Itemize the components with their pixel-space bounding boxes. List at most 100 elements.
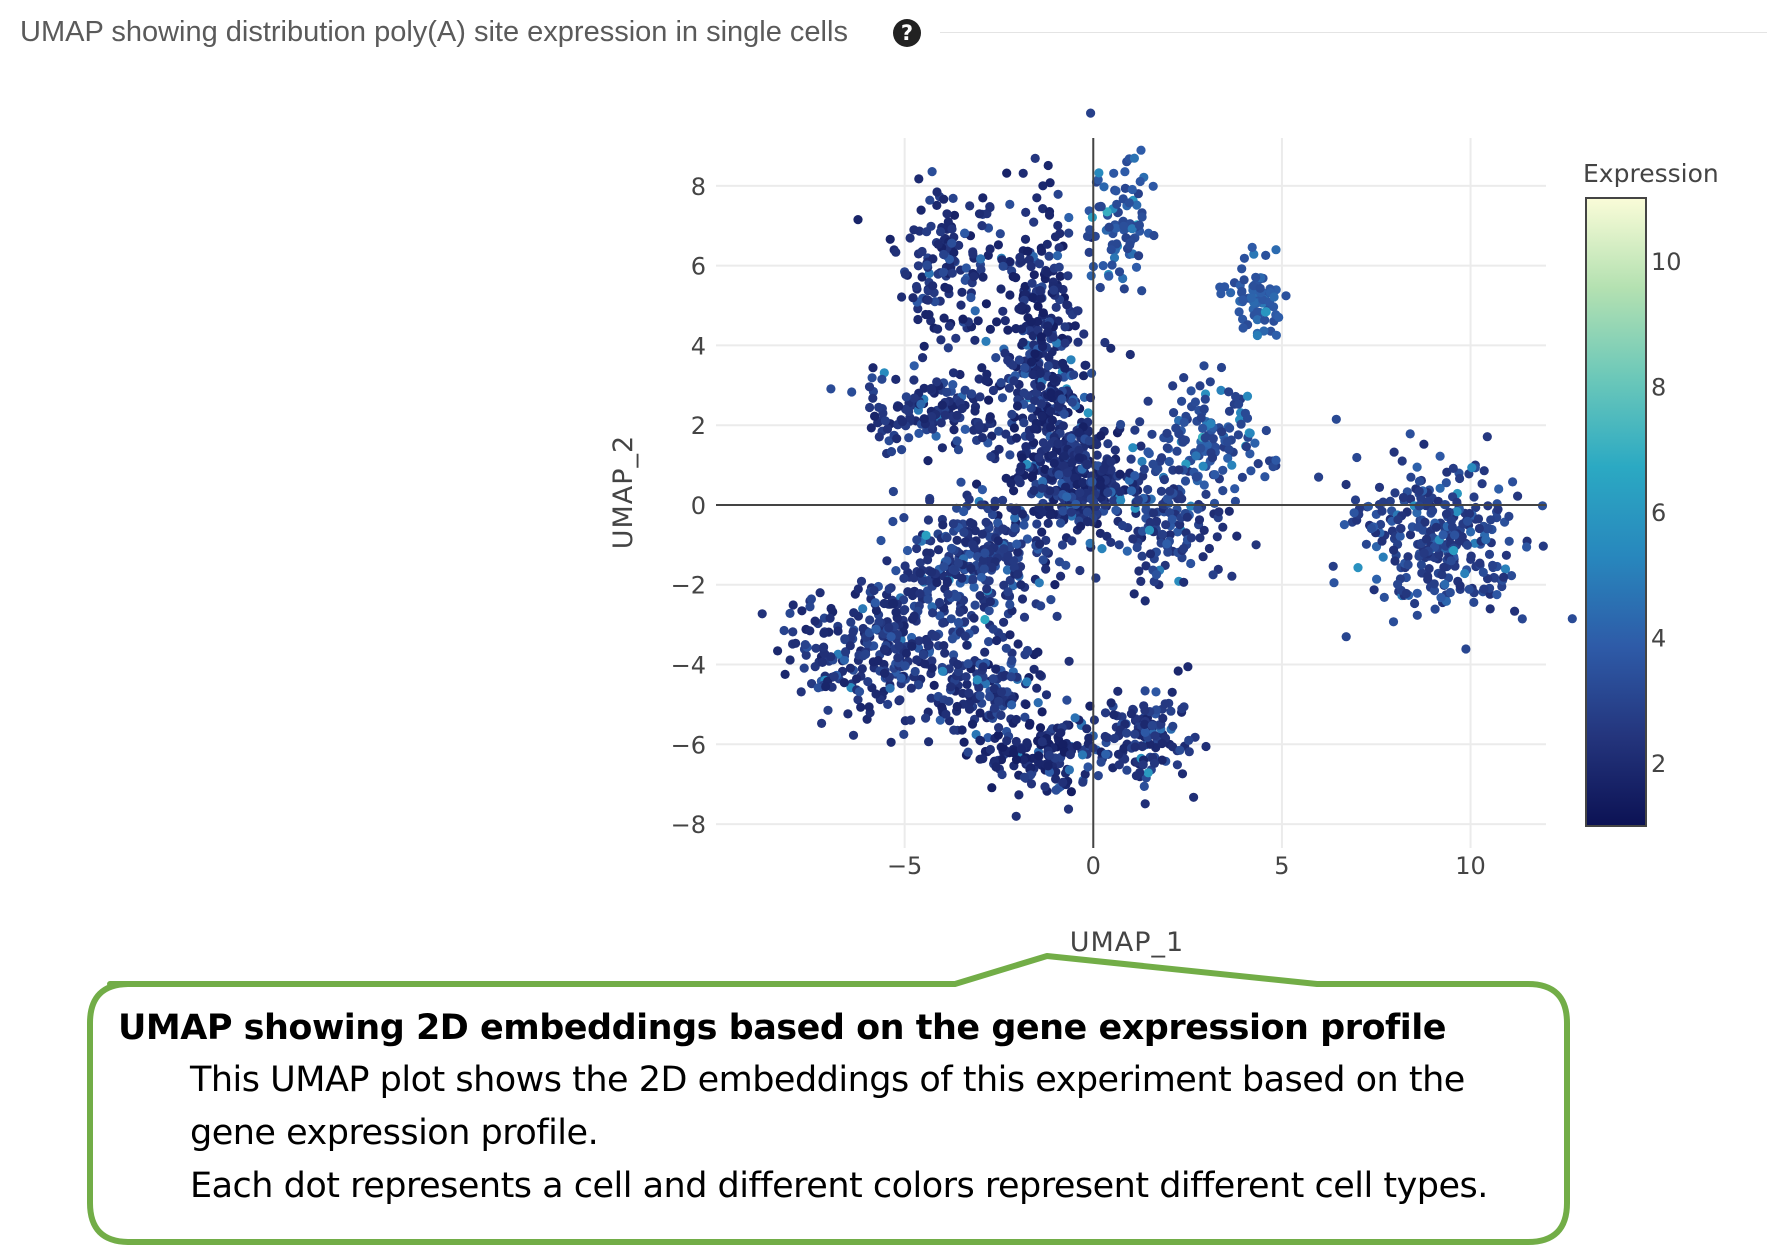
cell-point bbox=[1220, 282, 1230, 292]
cell-point bbox=[1261, 425, 1271, 436]
cell-point bbox=[1130, 729, 1140, 739]
cell-point bbox=[994, 696, 1004, 707]
cell-point bbox=[1034, 453, 1044, 463]
cell-point bbox=[936, 227, 946, 237]
cell-point bbox=[1043, 160, 1053, 171]
cell-point bbox=[1058, 777, 1068, 788]
cell-point bbox=[1398, 492, 1408, 503]
cell-point bbox=[826, 384, 836, 394]
cell-point bbox=[1484, 549, 1495, 560]
cell-point bbox=[1082, 507, 1092, 517]
cell-point bbox=[1132, 542, 1142, 553]
cell-point bbox=[1145, 739, 1155, 749]
cell-point bbox=[1080, 769, 1090, 779]
cell-point bbox=[1140, 596, 1150, 606]
cell-point bbox=[909, 393, 919, 403]
cell-point bbox=[1037, 411, 1047, 421]
cell-point bbox=[1064, 765, 1074, 775]
cell-point bbox=[1463, 516, 1473, 526]
cell-point bbox=[1019, 520, 1029, 530]
cell-point bbox=[1492, 590, 1502, 600]
cell-point bbox=[785, 655, 795, 665]
cell-point bbox=[1000, 316, 1010, 326]
cell-point bbox=[1135, 767, 1145, 778]
cell-point bbox=[910, 666, 920, 677]
cell-point bbox=[998, 306, 1008, 316]
cell-point bbox=[1135, 176, 1145, 187]
cell-point bbox=[1038, 438, 1048, 448]
cell-point bbox=[1252, 307, 1262, 317]
cell-point bbox=[857, 664, 867, 674]
cell-point bbox=[1093, 771, 1103, 781]
cell-point bbox=[1041, 546, 1051, 557]
cell-point bbox=[993, 518, 1003, 528]
cell-point bbox=[1161, 520, 1171, 530]
cell-point bbox=[1062, 468, 1072, 478]
cell-point bbox=[1226, 288, 1236, 298]
cell-point bbox=[996, 378, 1006, 388]
cell-point bbox=[977, 363, 987, 373]
cell-point bbox=[988, 624, 998, 634]
cell-point bbox=[1007, 700, 1017, 710]
cell-point bbox=[1063, 271, 1073, 281]
cell-point bbox=[953, 666, 964, 677]
cell-point bbox=[931, 631, 941, 642]
cell-point bbox=[900, 661, 910, 671]
cell-point bbox=[1017, 324, 1027, 334]
cell-point bbox=[871, 624, 881, 634]
cell-point bbox=[1260, 472, 1270, 482]
cell-point bbox=[923, 295, 933, 305]
cell-point bbox=[1096, 202, 1106, 212]
cell-point bbox=[865, 615, 875, 625]
cell-point bbox=[1032, 683, 1042, 693]
cell-point bbox=[1106, 343, 1116, 353]
cell-point bbox=[957, 287, 967, 297]
cell-point bbox=[1157, 453, 1167, 463]
cell-point bbox=[960, 228, 970, 238]
cell-point bbox=[1054, 470, 1064, 480]
cell-point bbox=[1234, 399, 1244, 409]
cell-point bbox=[976, 572, 987, 582]
cell-point bbox=[1021, 442, 1031, 452]
cell-point bbox=[885, 683, 895, 693]
cell-point bbox=[923, 594, 933, 604]
cell-point bbox=[940, 648, 950, 658]
umap-scatter-plot[interactable]: −5 0 5 10 −8 −6 −4 −2 0 2 4 6 8 UMAP_1 UMAP_2 Expre… bbox=[0, 0, 1767, 1000]
cell-point bbox=[1148, 181, 1158, 191]
cell-point bbox=[1119, 284, 1129, 294]
cell-point bbox=[1112, 199, 1122, 209]
cell-point bbox=[1016, 580, 1026, 590]
cell-point bbox=[1499, 572, 1509, 582]
cell-point bbox=[968, 574, 978, 585]
cell-point bbox=[1056, 571, 1066, 581]
cell-point bbox=[990, 496, 1000, 506]
cell-point bbox=[1169, 408, 1179, 418]
cell-point bbox=[1158, 713, 1168, 724]
cell-point bbox=[1129, 153, 1139, 163]
cell-point bbox=[1030, 349, 1040, 359]
cell-point bbox=[964, 688, 974, 698]
cell-point bbox=[1035, 381, 1046, 391]
cell-point bbox=[978, 193, 988, 203]
cell-point bbox=[1396, 523, 1406, 534]
cell-point bbox=[1377, 536, 1387, 546]
cell-point bbox=[1452, 507, 1462, 517]
cell-point bbox=[1021, 207, 1031, 217]
cell-point bbox=[1012, 401, 1023, 411]
cell-point bbox=[1049, 285, 1059, 295]
cell-point bbox=[918, 353, 928, 363]
cell-point bbox=[1200, 433, 1210, 443]
cell-point bbox=[1019, 612, 1030, 622]
cell-point bbox=[1133, 495, 1143, 505]
cell-point bbox=[1406, 494, 1416, 504]
question-circle-icon[interactable]: ? bbox=[893, 19, 921, 47]
cell-point bbox=[1245, 428, 1255, 438]
cell-point bbox=[911, 281, 922, 292]
cell-point bbox=[811, 643, 821, 653]
cell-point bbox=[914, 428, 924, 438]
cell-point bbox=[951, 333, 961, 343]
cell-point bbox=[933, 239, 943, 249]
cell-point bbox=[1005, 290, 1015, 300]
cell-point bbox=[993, 730, 1004, 740]
cell-point bbox=[992, 635, 1002, 646]
